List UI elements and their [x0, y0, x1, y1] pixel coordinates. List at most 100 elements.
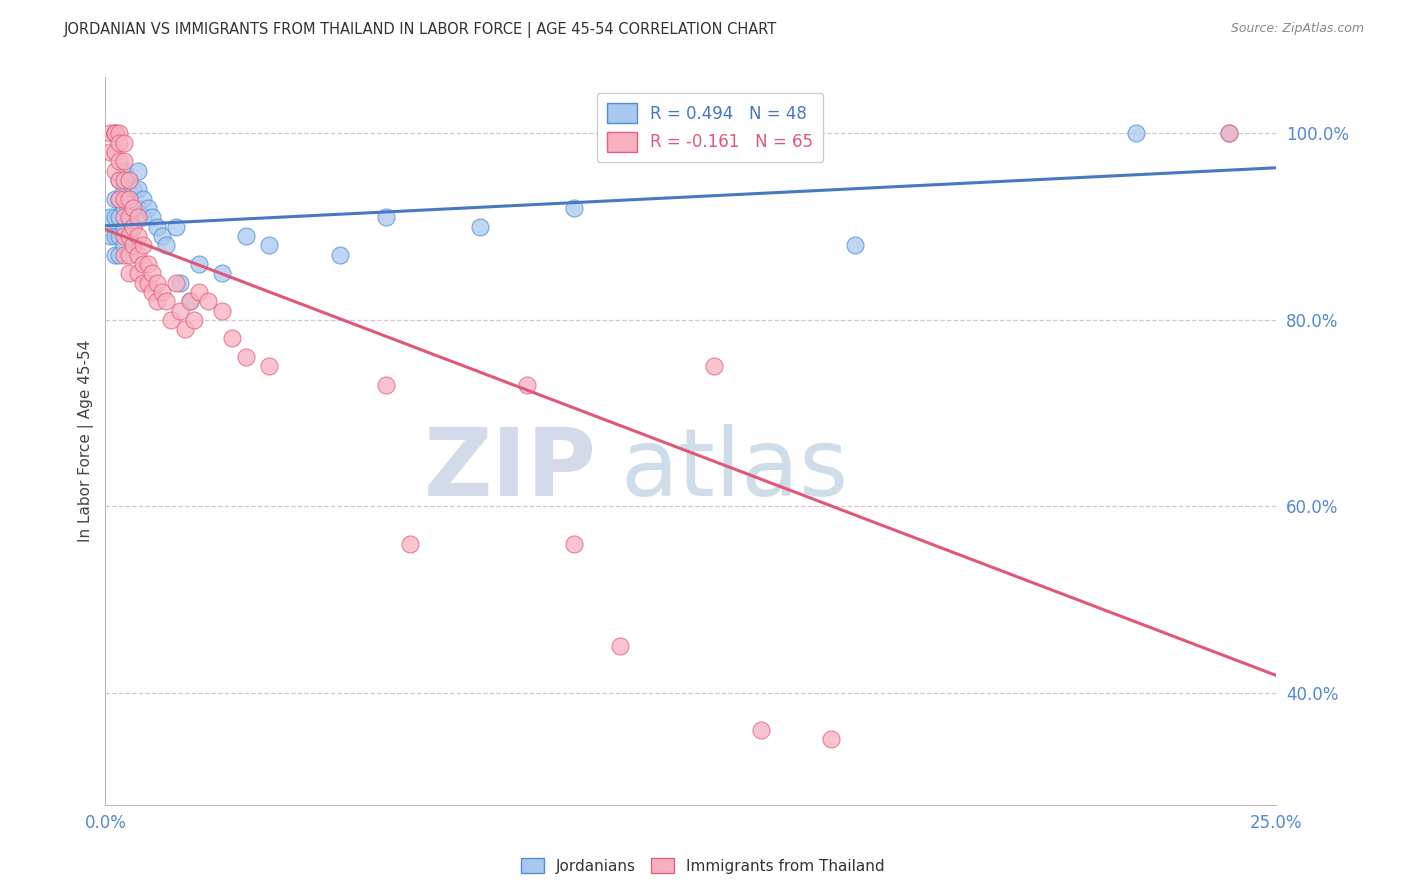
Point: [104, 192, 127, 206]
Point: [112, 211, 135, 225]
Point: [108, 211, 131, 225]
Point: [150, 285, 173, 299]
Point: [235, 229, 257, 244]
Point: [127, 182, 149, 196]
Y-axis label: In Labor Force | Age 45-54: In Labor Force | Age 45-54: [79, 340, 94, 542]
Point: [141, 211, 163, 225]
Point: [169, 276, 191, 290]
Point: [136, 201, 159, 215]
Point: [188, 257, 211, 271]
Point: [160, 313, 183, 327]
Point: [118, 266, 141, 280]
Point: [146, 276, 169, 290]
Point: [104, 145, 127, 159]
Point: [211, 303, 233, 318]
Legend: Jordanians, Immigrants from Thailand: Jordanians, Immigrants from Thailand: [515, 852, 891, 880]
Point: [562, 536, 585, 550]
Point: [108, 173, 131, 187]
Point: [112, 154, 135, 169]
Text: atlas: atlas: [620, 425, 849, 516]
Point: [112, 182, 135, 196]
Point: [146, 294, 169, 309]
Point: [169, 303, 191, 318]
Point: [375, 378, 398, 392]
Text: JORDANIAN VS IMMIGRANTS FROM THAILAND IN LABOR FORCE | AGE 45-54 CORRELATION CHA: JORDANIAN VS IMMIGRANTS FROM THAILAND IN…: [63, 22, 776, 38]
Point: [118, 173, 141, 187]
Point: [98, 211, 121, 225]
Point: [118, 211, 141, 225]
Point: [516, 378, 538, 392]
Point: [112, 163, 135, 178]
Point: [127, 163, 149, 178]
Point: [820, 732, 842, 747]
Point: [108, 127, 131, 141]
Point: [127, 229, 149, 244]
Point: [562, 201, 585, 215]
Point: [127, 211, 149, 225]
Point: [108, 247, 131, 261]
Point: [104, 127, 127, 141]
Point: [104, 211, 127, 225]
Point: [211, 266, 233, 280]
Point: [609, 639, 631, 653]
Point: [104, 247, 127, 261]
Point: [108, 192, 131, 206]
Point: [127, 201, 149, 215]
Point: [1218, 127, 1240, 141]
Point: [104, 127, 127, 141]
Point: [398, 536, 420, 550]
Point: [118, 173, 141, 187]
Point: [132, 238, 155, 252]
Point: [132, 276, 155, 290]
Point: [183, 313, 205, 327]
Text: Source: ZipAtlas.com: Source: ZipAtlas.com: [1230, 22, 1364, 36]
Point: [112, 201, 135, 215]
Point: [749, 723, 772, 737]
Point: [112, 247, 135, 261]
Point: [132, 192, 155, 206]
Point: [1125, 127, 1147, 141]
Point: [221, 331, 243, 345]
Point: [108, 136, 131, 150]
Point: [122, 219, 145, 234]
Point: [155, 294, 177, 309]
Point: [375, 211, 398, 225]
Text: ZIP: ZIP: [425, 425, 598, 516]
Point: [179, 294, 201, 309]
Point: [174, 322, 197, 336]
Point: [165, 219, 187, 234]
Point: [118, 192, 141, 206]
Point: [104, 127, 127, 141]
Point: [127, 247, 149, 261]
Point: [118, 229, 141, 244]
Point: [118, 247, 141, 261]
Legend: R = 0.494   N = 48, R = -0.161   N = 65: R = 0.494 N = 48, R = -0.161 N = 65: [596, 93, 823, 162]
Point: [122, 182, 145, 196]
Point: [118, 229, 141, 244]
Point: [112, 192, 135, 206]
Point: [108, 229, 131, 244]
Point: [1218, 127, 1240, 141]
Point: [122, 238, 145, 252]
Point: [108, 154, 131, 169]
Point: [104, 229, 127, 244]
Point: [132, 257, 155, 271]
Point: [98, 127, 121, 141]
Point: [132, 211, 155, 225]
Point: [98, 229, 121, 244]
Point: [141, 285, 163, 299]
Point: [122, 219, 145, 234]
Point: [104, 163, 127, 178]
Point: [136, 276, 159, 290]
Point: [112, 238, 135, 252]
Point: [136, 257, 159, 271]
Point: [235, 350, 257, 364]
Point: [844, 238, 866, 252]
Point: [141, 266, 163, 280]
Point: [108, 192, 131, 206]
Point: [122, 201, 145, 215]
Point: [127, 266, 149, 280]
Point: [155, 238, 177, 252]
Point: [112, 229, 135, 244]
Point: [112, 173, 135, 187]
